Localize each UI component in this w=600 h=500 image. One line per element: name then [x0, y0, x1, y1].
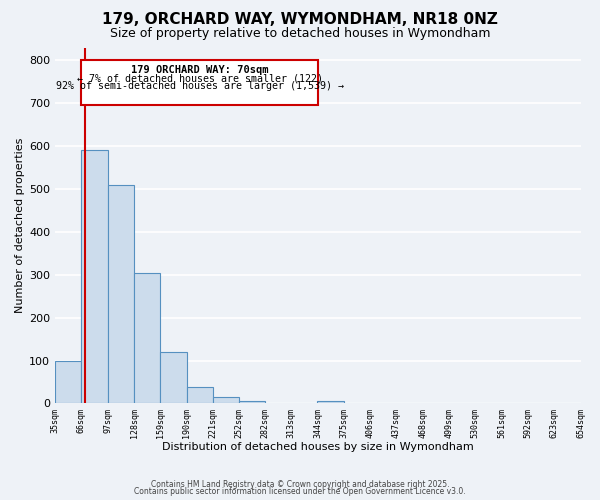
- Bar: [239, 402, 265, 404]
- Bar: [134, 272, 160, 404]
- FancyBboxPatch shape: [82, 60, 318, 106]
- X-axis label: Distribution of detached houses by size in Wymondham: Distribution of detached houses by size …: [162, 442, 474, 452]
- Bar: [82, 150, 108, 404]
- Text: Contains public sector information licensed under the Open Government Licence v3: Contains public sector information licen…: [134, 488, 466, 496]
- Bar: [160, 352, 187, 404]
- Text: 92% of semi-detached houses are larger (1,539) →: 92% of semi-detached houses are larger (…: [56, 81, 344, 91]
- Text: ← 7% of detached houses are smaller (122): ← 7% of detached houses are smaller (122…: [77, 73, 323, 83]
- Bar: [213, 398, 239, 404]
- Bar: [317, 402, 344, 404]
- Text: 179, ORCHARD WAY, WYMONDHAM, NR18 0NZ: 179, ORCHARD WAY, WYMONDHAM, NR18 0NZ: [102, 12, 498, 28]
- Text: Size of property relative to detached houses in Wymondham: Size of property relative to detached ho…: [110, 28, 490, 40]
- Text: 179 ORCHARD WAY: 70sqm: 179 ORCHARD WAY: 70sqm: [131, 65, 269, 75]
- Bar: [108, 184, 134, 404]
- Bar: [187, 387, 213, 404]
- Y-axis label: Number of detached properties: Number of detached properties: [15, 138, 25, 313]
- Bar: [55, 360, 82, 404]
- Text: Contains HM Land Registry data © Crown copyright and database right 2025.: Contains HM Land Registry data © Crown c…: [151, 480, 449, 489]
